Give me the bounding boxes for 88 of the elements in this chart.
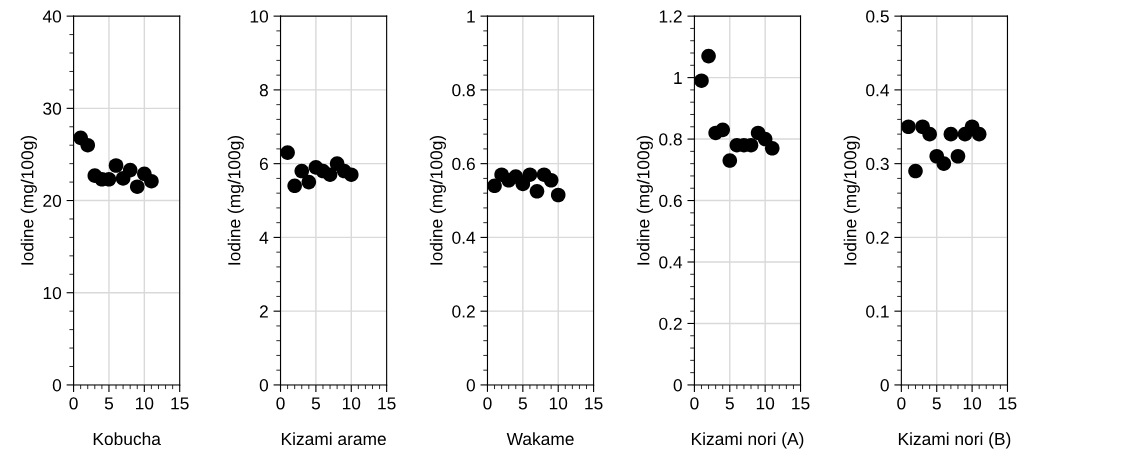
point [144, 173, 159, 189]
point [908, 163, 923, 179]
y-tick-label: 0 [673, 379, 682, 392]
x-tick-label: 15 [378, 397, 396, 410]
point [943, 126, 959, 142]
x-tick-label: 0 [483, 397, 492, 410]
x-tick-label: 15 [171, 397, 189, 410]
point [550, 187, 566, 203]
x-tick-label: 0 [690, 397, 699, 410]
point [922, 126, 937, 142]
x-tick-label: 10 [136, 397, 154, 410]
x-axis-title: Kizami arame [281, 432, 386, 446]
y-tick-label: 0.4 [659, 256, 683, 269]
x-axis-title: Kobucha [93, 432, 161, 446]
y-tick-label: 0.3 [866, 157, 889, 171]
y-tick-label: 40 [42, 10, 62, 23]
x-tick-label: 0 [276, 397, 285, 410]
point [764, 141, 780, 156]
y-axis-title: Iodine (mg/100g) [843, 135, 860, 265]
x-tick-label: 10 [549, 397, 568, 410]
point [950, 148, 966, 164]
y-axis-title: Iodine (mg/100g) [429, 135, 446, 265]
point [936, 156, 952, 171]
x-tick-label: 5 [932, 397, 941, 410]
y-tick-label: 10 [250, 10, 269, 23]
x-tick-label: 15 [585, 397, 603, 410]
point [522, 167, 538, 183]
y-tick-label: 10 [43, 286, 62, 300]
point [901, 119, 916, 135]
point [322, 167, 338, 183]
y-tick-label: 0.2 [866, 231, 889, 244]
x-axis-title: Kizami nori (A) [691, 432, 804, 449]
y-axis-title: Iodine (mg/100g) [20, 135, 37, 265]
x-tick-label: 10 [342, 397, 361, 410]
point [280, 145, 295, 160]
point [108, 158, 124, 173]
point [80, 137, 96, 153]
x-axis-title: Kizami nori (B) [898, 432, 1011, 449]
x-tick-label: 0 [69, 397, 78, 410]
point [129, 179, 145, 194]
y-tick-label: 4 [259, 231, 269, 244]
y-tick-label: 30 [43, 102, 62, 115]
x-tick-label: 10 [756, 397, 775, 410]
x-tick-label: 5 [104, 397, 114, 410]
y-tick-label: 1.2 [659, 10, 682, 23]
point [543, 172, 559, 188]
y-tick-label: 1 [674, 71, 682, 84]
y-tick-label: 0.1 [866, 305, 889, 318]
y-tick-label: 0.2 [659, 317, 682, 330]
y-tick-label: 0.5 [866, 10, 889, 23]
y-tick-label: 0.6 [452, 157, 475, 171]
point [343, 167, 359, 183]
x-tick-label: 15 [792, 397, 810, 410]
x-tick-label: 5 [311, 397, 320, 410]
y-tick-label: 0.8 [452, 84, 475, 97]
y-tick-label: 20 [43, 194, 62, 207]
y-tick-label: 0 [259, 379, 269, 392]
point [715, 122, 730, 138]
y-tick-label: 0 [52, 379, 62, 392]
y-tick-label: 0.4 [866, 84, 890, 97]
y-tick-label: 8 [259, 84, 268, 97]
point [694, 73, 709, 88]
y-tick-label: 0.8 [659, 133, 682, 146]
point [122, 162, 138, 178]
x-tick-label: 0 [897, 397, 906, 410]
point [701, 48, 716, 64]
y-axis-title: Iodine (mg/100g) [636, 135, 653, 265]
point [301, 174, 317, 190]
point [487, 178, 502, 194]
y-tick-label: 0.4 [452, 231, 476, 244]
y-tick-label: 0 [880, 379, 889, 392]
point [287, 178, 302, 194]
y-tick-label: 1 [467, 10, 475, 23]
y-tick-label: 6 [259, 157, 268, 171]
y-tick-label: 0.2 [452, 305, 475, 318]
point [294, 163, 310, 179]
x-tick-label: 5 [725, 397, 734, 410]
x-tick-label: 5 [518, 397, 527, 410]
y-tick-label: 0 [466, 379, 475, 392]
x-axis-title: Wakame [506, 432, 574, 446]
x-tick-label: 10 [963, 397, 982, 410]
point [529, 184, 545, 199]
y-tick-label: 2 [259, 305, 268, 318]
point [722, 153, 738, 168]
point [971, 126, 987, 142]
x-tick-label: 15 [999, 397, 1017, 410]
y-axis-title: Iodine (mg/100g) [227, 135, 244, 265]
y-tick-label: 0.6 [659, 194, 682, 207]
